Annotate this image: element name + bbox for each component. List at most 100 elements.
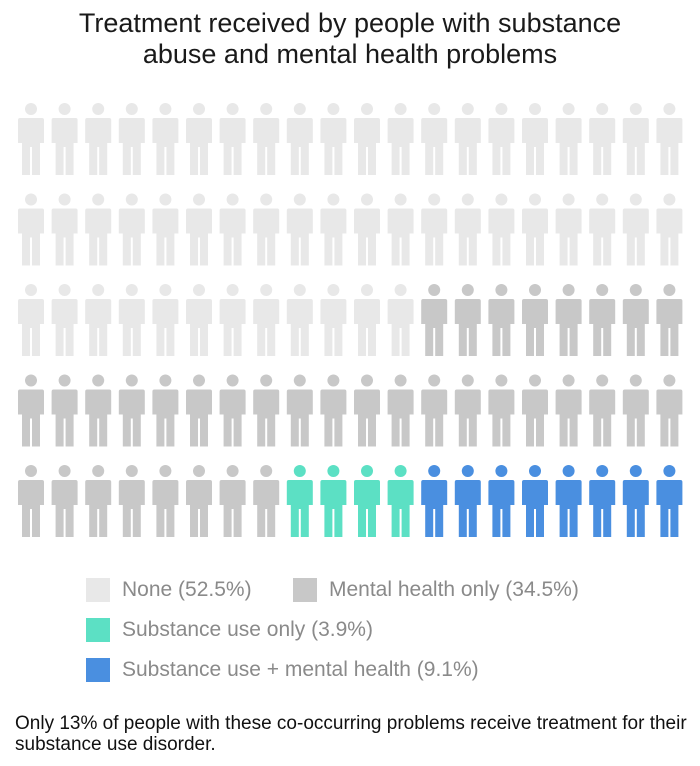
person-icon: [18, 465, 44, 537]
legend-item-substance-use-plus-mental-health: Substance use + mental health (9.1%): [86, 655, 479, 685]
legend-swatch-none: [86, 578, 110, 602]
person-icon: [286, 103, 313, 175]
person-icon: [421, 465, 448, 537]
legend-swatch-mental-health-only: [293, 578, 317, 602]
person-icon: [656, 465, 683, 537]
person-icon: [152, 465, 179, 537]
person-icon: [286, 284, 313, 356]
person-icon: [186, 284, 212, 356]
person-icon: [656, 374, 683, 447]
person-icon: [253, 284, 280, 356]
person-icon: [421, 374, 448, 447]
person-icon: [186, 374, 212, 447]
person-icon: [253, 465, 280, 537]
person-icon: [421, 193, 448, 266]
legend-swatch-substance-use-only: [86, 618, 110, 642]
person-icon: [18, 284, 44, 356]
person-icon: [219, 193, 246, 266]
person-icon: [488, 284, 515, 356]
person-icon: [622, 103, 649, 175]
person-icon: [656, 103, 683, 175]
person-icon: [219, 374, 246, 447]
chart-title: Treatment received by people with substa…: [0, 8, 700, 70]
person-icon: [589, 374, 616, 447]
person-icon: [18, 193, 44, 266]
person-icon: [421, 103, 448, 175]
chart-title-line-2: abuse and mental health problems: [142, 39, 558, 69]
person-icon: [622, 465, 649, 537]
person-icon: [555, 284, 582, 356]
waffle-chart: [18, 103, 683, 537]
person-icon: [118, 374, 145, 447]
person-icon: [454, 374, 481, 447]
person-icon: [488, 465, 515, 537]
person-icon: [622, 374, 649, 447]
person-icon: [589, 103, 616, 175]
person-icon: [320, 193, 347, 266]
person-icon: [454, 284, 481, 356]
person-icon: [555, 193, 582, 266]
person-icon: [51, 103, 78, 175]
person-icon: [622, 193, 649, 266]
legend-item-none: None (52.5%): [86, 575, 252, 605]
person-icon: [286, 465, 313, 537]
person-icon: [656, 193, 683, 266]
person-icon: [454, 103, 481, 175]
person-icon: [85, 374, 112, 447]
person-icon: [320, 465, 347, 537]
person-icon: [118, 284, 145, 356]
person-icon: [253, 103, 280, 175]
person-icon: [219, 284, 246, 356]
person-icon: [18, 103, 44, 175]
person-icon: [85, 465, 112, 537]
footnote: Only 13% of people with these co-occurri…: [15, 713, 687, 755]
person-icon: [589, 193, 616, 266]
person-icon: [85, 193, 112, 266]
person-icon: [118, 193, 145, 266]
person-icon: [186, 465, 212, 537]
legend-label-none: None (52.5%): [122, 578, 252, 601]
person-icon: [253, 374, 280, 447]
person-icon: [589, 284, 616, 356]
person-icon: [454, 465, 481, 537]
person-icon: [51, 374, 78, 447]
person-icon: [522, 465, 548, 537]
person-icon: [320, 284, 347, 356]
person-icon: [387, 103, 414, 175]
person-icon: [354, 103, 380, 175]
person-icon: [387, 374, 414, 447]
person-icon: [522, 374, 548, 447]
person-icon: [589, 465, 616, 537]
person-icon: [354, 284, 380, 356]
person-icon: [522, 103, 548, 175]
legend-item-mental-health-only: Mental health only (34.5%): [293, 575, 579, 605]
person-icon: [656, 284, 683, 356]
chart-title-line-1: Treatment received by people with substa…: [78, 8, 622, 38]
legend-item-substance-use-only: Substance use only (3.9%): [86, 615, 373, 645]
person-icon: [320, 374, 347, 447]
person-icon: [152, 374, 179, 447]
legend-label-substance-use-only: Substance use only (3.9%): [122, 618, 373, 641]
person-icon: [18, 374, 44, 447]
legend-swatch-substance-use-plus-mental-health: [86, 658, 110, 682]
person-icon: [51, 465, 78, 537]
person-icon: [354, 193, 380, 266]
person-icon: [219, 465, 246, 537]
person-icon: [522, 193, 548, 266]
person-icon: [118, 103, 145, 175]
person-icon: [522, 284, 548, 356]
person-icon: [488, 374, 515, 447]
person-icon: [85, 103, 112, 175]
person-icon: [387, 284, 414, 356]
person-icon: [85, 284, 112, 356]
person-icon: [320, 103, 347, 175]
person-icon: [253, 193, 280, 266]
person-icon: [488, 103, 515, 175]
legend-label-mental-health-only: Mental health only (34.5%): [329, 578, 579, 601]
person-icon: [555, 465, 582, 537]
person-icon: [354, 374, 380, 447]
legend-label-substance-use-plus-mental-health: Substance use + mental health (9.1%): [122, 658, 479, 681]
person-icon: [421, 284, 448, 356]
person-icon: [286, 193, 313, 266]
person-icon: [488, 193, 515, 266]
